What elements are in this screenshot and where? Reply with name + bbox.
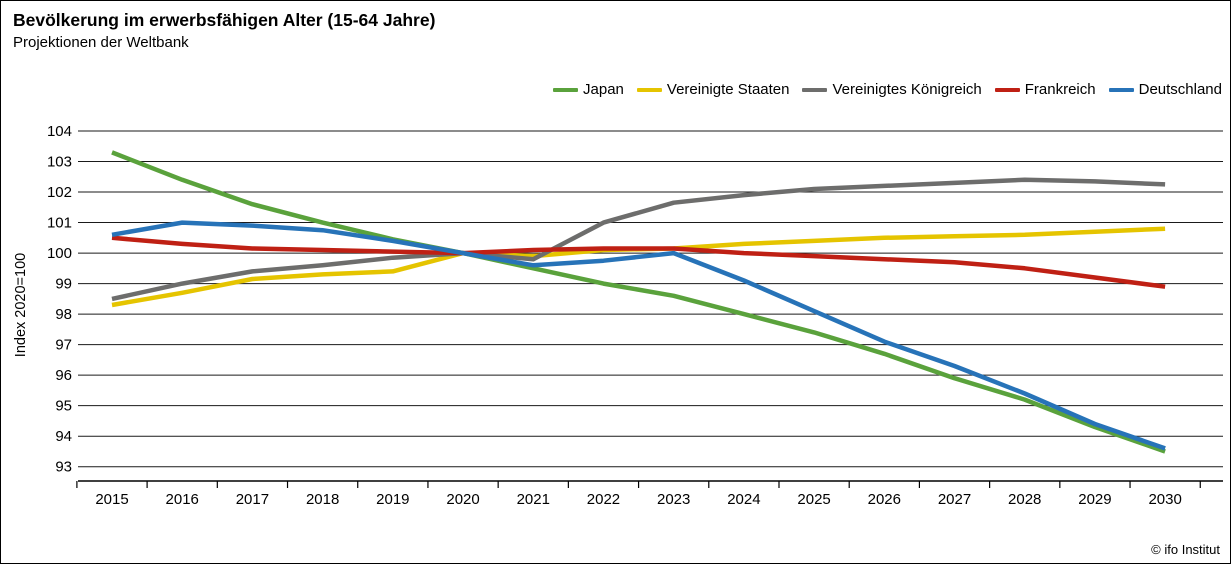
chart-subtitle: Projektionen der Weltbank [13, 33, 189, 51]
legend-label: Frankreich [1024, 81, 1096, 98]
legend-item-deutschland: Deutschland [1108, 81, 1222, 98]
x-tick-label: 2020 [446, 491, 479, 508]
x-tick-label: 2018 [306, 491, 339, 508]
legend-swatch-frankreich [994, 87, 1020, 92]
y-tick-label: 102 [47, 184, 72, 201]
y-tick-label: 95 [55, 398, 72, 415]
legend-item-vereinigtes-k-nigreich: Vereinigtes Königreich [802, 81, 982, 98]
legend-label: Vereinigte Staaten [666, 81, 790, 98]
legend-label: Deutschland [1138, 81, 1222, 98]
legend-item-japan: Japan [553, 81, 624, 98]
x-tick-label: 2019 [376, 491, 409, 508]
x-tick-label: 2024 [727, 491, 760, 508]
chart-header: Bevölkerung im erwerbsfähigen Alter (15-… [13, 10, 435, 52]
legend-swatch-vereinigte-staaten [636, 87, 662, 92]
x-tick-label: 2015 [95, 491, 128, 508]
legend-item-frankreich: Frankreich [994, 81, 1096, 98]
y-tick-label: 98 [55, 306, 72, 323]
x-tick-label: 2027 [938, 491, 971, 508]
series-line-deutschland [111, 220, 1166, 451]
legend-swatch-deutschland [1108, 87, 1134, 92]
x-tick-label: 2023 [657, 491, 690, 508]
series-line-frankreich [111, 235, 1166, 289]
y-tick-label: 97 [55, 337, 72, 354]
chart-title: Bevölkerung im erwerbsfähigen Alter (15-… [13, 10, 436, 30]
copyright-note: © ifo Institut [1151, 542, 1220, 557]
x-tick-label: 2030 [1148, 491, 1181, 508]
y-tick-label: 96 [55, 367, 72, 384]
legend: Japan Vereinigte Staaten Vereinigtes König… [553, 81, 1222, 98]
y-tick-label: 99 [55, 276, 72, 293]
series-line-japan [111, 150, 1166, 454]
x-tick-label: 2022 [587, 491, 620, 508]
y-tick-label: 93 [55, 459, 72, 476]
legend-item-vereinigte-staaten: Vereinigte Staaten [636, 81, 790, 98]
x-tick-label: 2028 [1008, 491, 1041, 508]
y-tick-label: 94 [55, 428, 72, 445]
x-tick-label: 2017 [236, 491, 269, 508]
legend-swatch-japan [553, 87, 579, 92]
y-tick-label: 100 [47, 245, 72, 262]
legend-label: Vereinigtes Königreich [832, 81, 982, 98]
y-tick-label: 101 [47, 215, 72, 232]
series-line-vereinigtes-k-nigreich [111, 177, 1166, 302]
legend-label: Japan [583, 81, 624, 98]
x-tick-label: 2025 [797, 491, 830, 508]
y-tick-label: 103 [47, 154, 72, 171]
y-axis-title: Index 2020=100 [13, 253, 29, 357]
x-tick-label: 2021 [517, 491, 550, 508]
x-tick-label: 2016 [166, 491, 199, 508]
x-tick-label: 2026 [868, 491, 901, 508]
y-tick-label: 104 [47, 123, 72, 140]
x-tick-label: 2029 [1078, 491, 1111, 508]
legend-swatch-vereinigtes-k-nigreich [802, 87, 828, 92]
